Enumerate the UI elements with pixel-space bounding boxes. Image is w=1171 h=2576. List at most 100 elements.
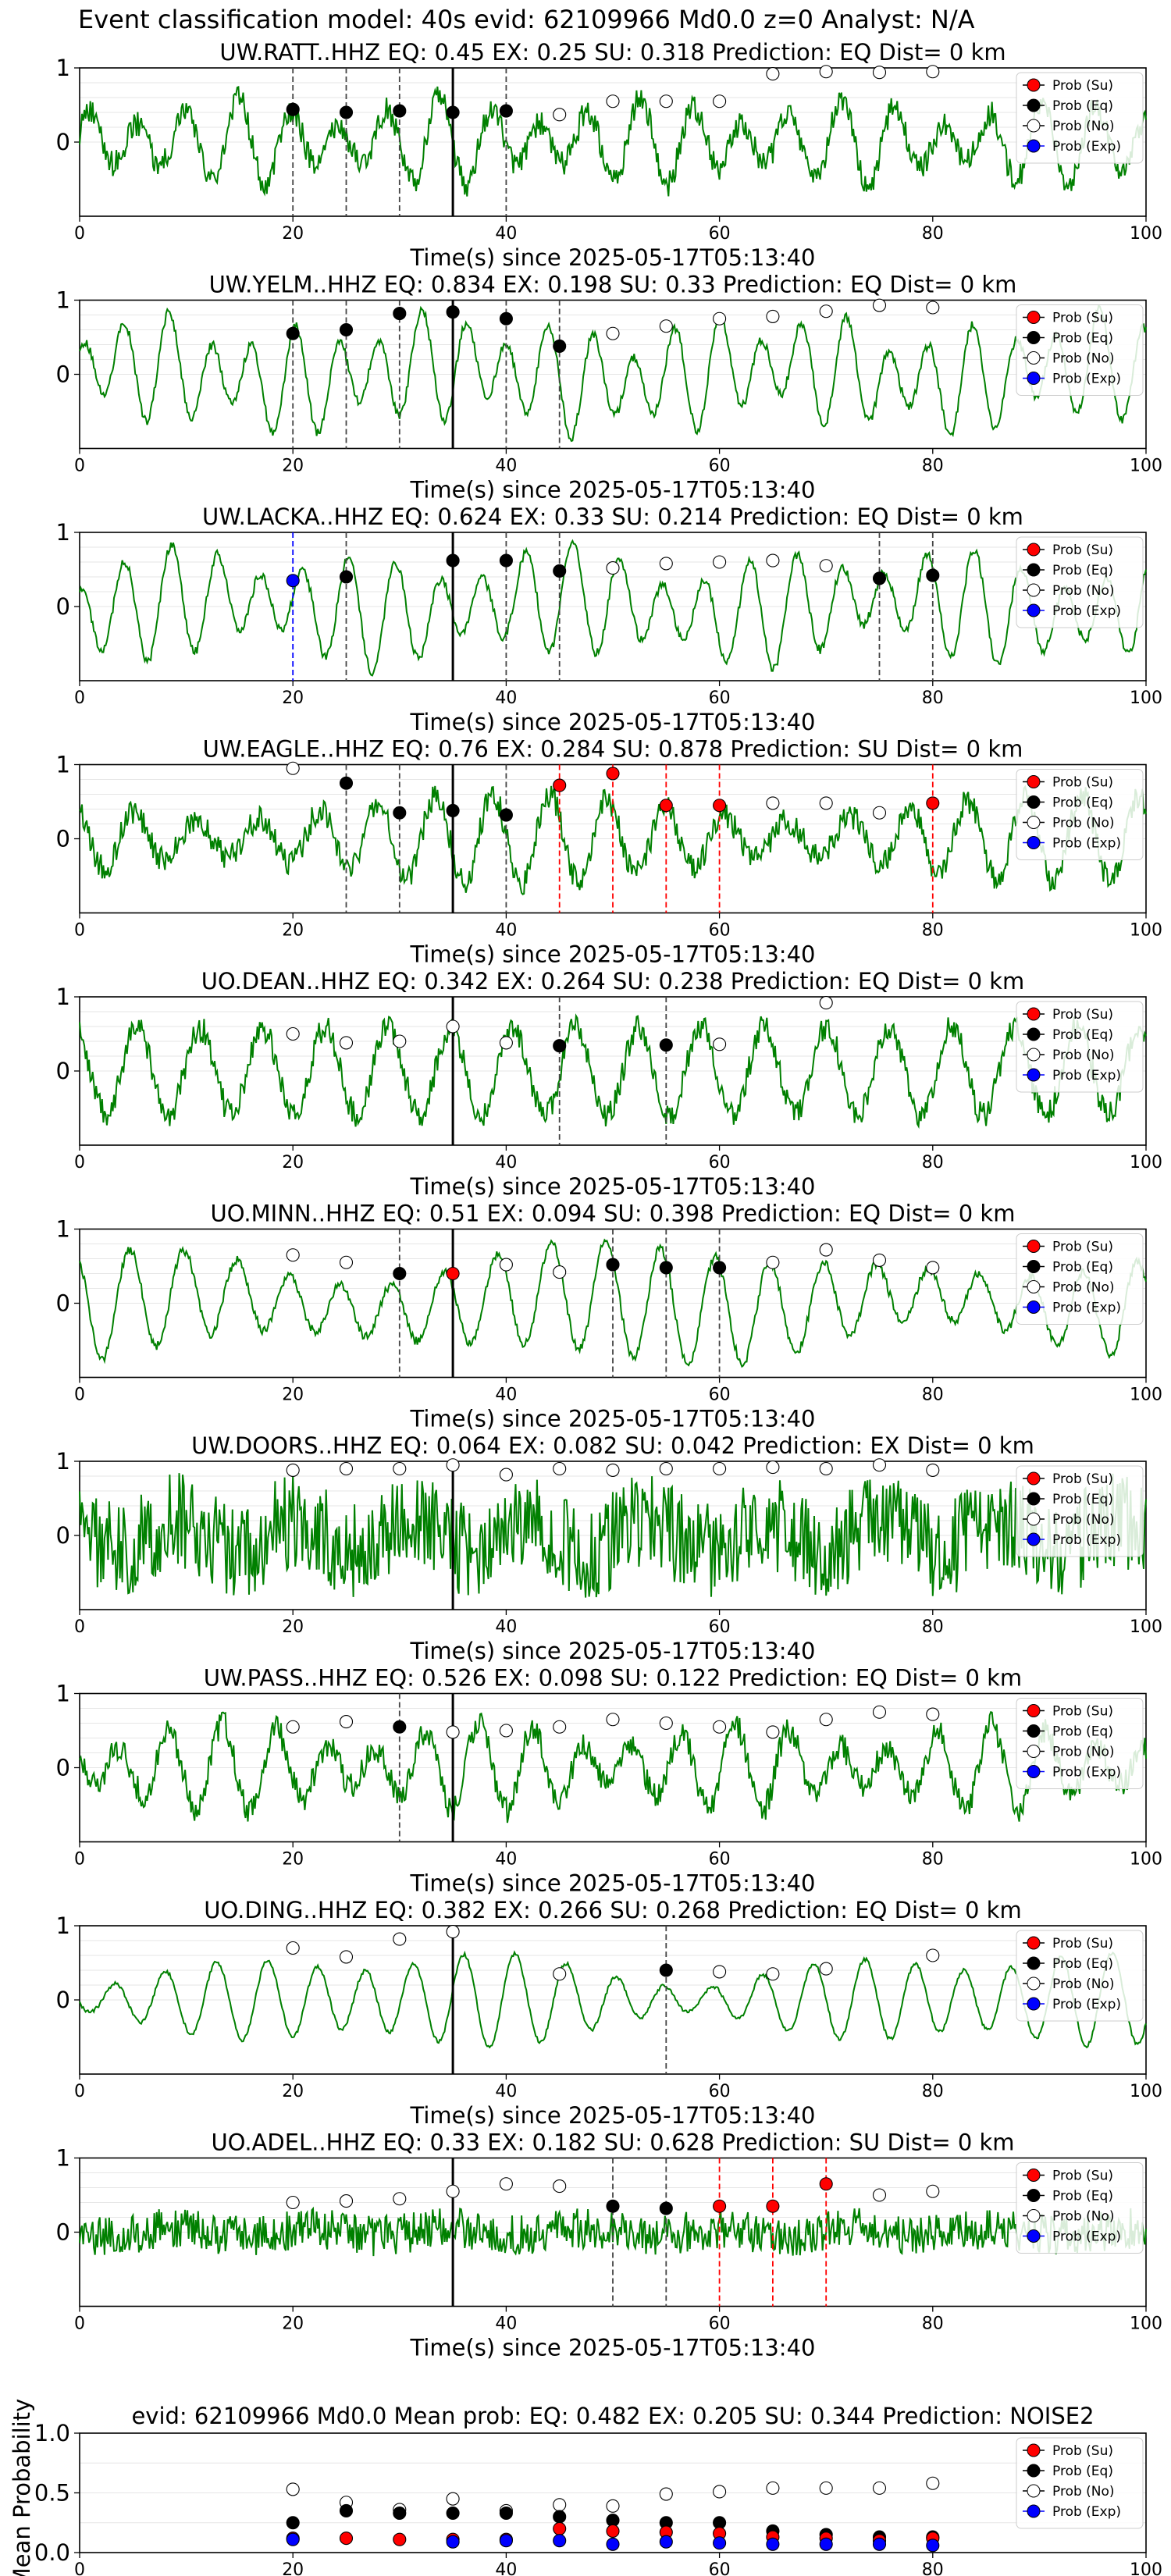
xtick-label: 80 bbox=[922, 2560, 944, 2576]
legend-marker-no bbox=[1027, 2484, 1041, 2498]
legend-marker-su bbox=[1027, 775, 1041, 788]
mean-marker-no bbox=[606, 2499, 620, 2513]
prob-marker-no bbox=[872, 1253, 887, 1267]
panel-title: evid: 62109966 Md0.0 Mean prob: EQ: 0.48… bbox=[131, 2403, 1094, 2429]
mean-marker-exp bbox=[766, 2537, 780, 2551]
panel-title: UO.DEAN..HHZ EQ: 0.342 EX: 0.264 SU: 0.2… bbox=[201, 968, 1025, 994]
prob-marker-no bbox=[819, 1962, 833, 1976]
mean-marker-exp bbox=[819, 2537, 833, 2551]
legend-box bbox=[1016, 72, 1144, 164]
panel-uw-pass--hhz: UW.PASS..HHZ EQ: 0.526 EX: 0.098 SU: 0.1… bbox=[56, 1665, 1162, 1897]
prob-marker-eq bbox=[446, 803, 460, 817]
prob-marker-no bbox=[286, 1248, 300, 1262]
prob-marker-no bbox=[606, 561, 620, 575]
prob-marker-eq bbox=[446, 105, 460, 119]
prob-marker-no bbox=[659, 319, 673, 333]
prob-marker-no bbox=[286, 1941, 300, 1955]
ytick-label: 1 bbox=[56, 55, 70, 81]
x-axis-label: Time(s) since 2025-05-17T05:13:40 bbox=[410, 1638, 816, 1664]
xtick-label: 100 bbox=[1130, 2560, 1162, 2576]
waveform-trace bbox=[79, 1013, 1147, 1130]
xtick-label: 20 bbox=[282, 1850, 304, 1870]
ytick-label: 0 bbox=[56, 1058, 70, 1084]
x-axis-label: Time(s) since 2025-05-17T05:13:40 bbox=[410, 941, 816, 968]
prob-marker-exp bbox=[286, 574, 300, 588]
legend-marker-exp bbox=[1027, 1068, 1041, 1082]
prob-marker-su bbox=[606, 767, 620, 781]
prob-marker-no bbox=[766, 1461, 780, 1475]
legend-label: Prob (Exp) bbox=[1052, 1532, 1121, 1548]
ytick-label: 0 bbox=[56, 361, 70, 388]
legend-marker-su bbox=[1027, 78, 1041, 92]
prob-marker-no bbox=[286, 1463, 300, 1477]
legend-box bbox=[1016, 1465, 1144, 1557]
prob-marker-no bbox=[766, 796, 780, 810]
prob-marker-no bbox=[713, 1965, 727, 1979]
prob-marker-no bbox=[553, 2179, 567, 2194]
legend-marker-eq bbox=[1027, 331, 1041, 344]
figure-title: Event classification model: 40s evid: 62… bbox=[78, 5, 975, 34]
legend-marker-no bbox=[1027, 583, 1041, 597]
mean-marker-exp bbox=[659, 2535, 673, 2549]
mean-marker-su bbox=[339, 2532, 354, 2546]
xtick-label: 20 bbox=[282, 457, 304, 476]
legend-marker-eq bbox=[1027, 1492, 1041, 1506]
prob-marker-no bbox=[819, 1461, 833, 1476]
prob-marker-no bbox=[339, 2194, 354, 2208]
xtick-label: 80 bbox=[922, 1153, 944, 1172]
prob-marker-no bbox=[766, 1967, 780, 1981]
xtick-label: 60 bbox=[709, 1617, 731, 1637]
mean-marker-eq bbox=[553, 2510, 567, 2524]
legend-label: Prob (Eq) bbox=[1052, 2189, 1113, 2204]
prob-marker-su bbox=[713, 799, 727, 813]
prob-marker-no bbox=[872, 1458, 887, 1472]
legend-marker-no bbox=[1027, 1976, 1041, 1991]
panel-uo-minn--hhz: UO.MINN..HHZ EQ: 0.51 EX: 0.094 SU: 0.39… bbox=[56, 1201, 1162, 1432]
prob-marker-eq bbox=[499, 808, 513, 822]
prob-marker-eq bbox=[659, 2201, 673, 2215]
legend-marker-exp bbox=[1027, 1532, 1041, 1546]
legend-label: Prob (Eq) bbox=[1052, 795, 1113, 811]
prob-marker-eq bbox=[659, 1261, 673, 1275]
legend-marker-exp bbox=[1027, 372, 1041, 385]
prob-marker-no bbox=[553, 108, 567, 122]
legend-label: Prob (Su) bbox=[1052, 775, 1113, 791]
legend-marker-no bbox=[1027, 1745, 1041, 1758]
legend-label: Prob (No) bbox=[1052, 1280, 1115, 1296]
prob-marker-no bbox=[926, 1707, 940, 1721]
xtick-label: 60 bbox=[709, 457, 731, 476]
prob-marker-no bbox=[926, 1261, 940, 1275]
ytick-label: 0.5 bbox=[34, 2480, 70, 2507]
legend-label: Prob (Su) bbox=[1052, 311, 1113, 326]
legend-marker-eq bbox=[1027, 795, 1041, 809]
prob-marker-no bbox=[499, 1258, 513, 1272]
waveform-trace bbox=[79, 539, 1147, 677]
panel-title: UO.MINN..HHZ EQ: 0.51 EX: 0.094 SU: 0.39… bbox=[211, 1201, 1016, 1227]
legend-label: Prob (Su) bbox=[1052, 1240, 1113, 1255]
mean-marker-no bbox=[926, 2476, 940, 2490]
prob-marker-no bbox=[553, 1265, 567, 1279]
panel-title: UW.RATT..HHZ EQ: 0.45 EX: 0.25 SU: 0.318… bbox=[219, 39, 1005, 66]
legend-label: Prob (Su) bbox=[1052, 2169, 1113, 2184]
legend-marker-no bbox=[1027, 1512, 1041, 1526]
x-axis-label: Time(s) since 2025-05-17T05:13:40 bbox=[410, 1870, 816, 1897]
xtick-label: 40 bbox=[495, 2314, 517, 2334]
legend-box bbox=[1016, 1001, 1144, 1093]
prob-marker-no bbox=[286, 1720, 300, 1734]
legend-marker-exp bbox=[1027, 1300, 1041, 1314]
ytick-label: 0 bbox=[56, 1987, 70, 2013]
prob-marker-eq bbox=[872, 571, 887, 585]
legend-label: Prob (Su) bbox=[1052, 543, 1113, 558]
legend-label: Prob (Su) bbox=[1052, 78, 1113, 94]
legend-marker-eq bbox=[1027, 563, 1041, 577]
ytick-label: 0 bbox=[56, 826, 70, 852]
xtick-label: 20 bbox=[282, 2082, 304, 2101]
x-axis-label: Time(s) since 2025-05-17T05:13:40 bbox=[410, 2102, 816, 2129]
panel-uw-eagle--hhz: UW.EAGLE..HHZ EQ: 0.76 EX: 0.284 SU: 0.8… bbox=[56, 736, 1162, 968]
prob-marker-no bbox=[339, 1036, 354, 1050]
mean-marker-no bbox=[553, 2498, 567, 2512]
mean-marker-exp bbox=[713, 2536, 727, 2550]
legend-box bbox=[1016, 2437, 1144, 2529]
xtick-label: 100 bbox=[1130, 224, 1162, 244]
xtick-label: 40 bbox=[495, 1386, 517, 1405]
